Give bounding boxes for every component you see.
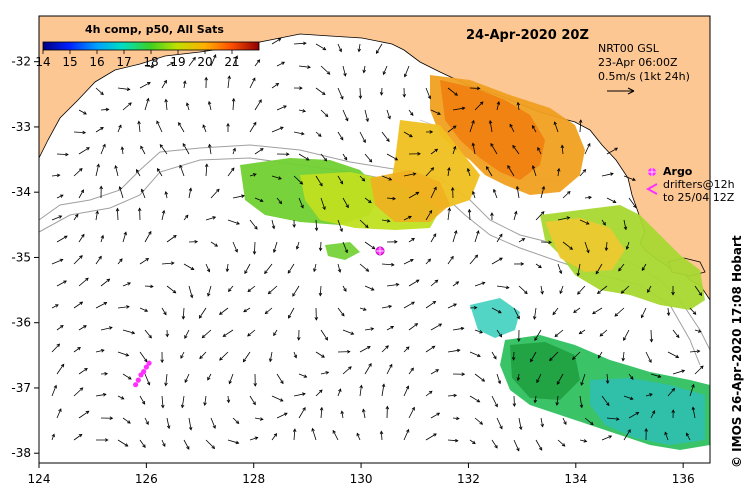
y-tick-label: -34 (11, 185, 31, 199)
drifter-legend-icon (645, 183, 658, 195)
y-tick-label: -36 (11, 316, 31, 330)
x-tick-label: 132 (457, 472, 480, 486)
drifter-position (143, 364, 149, 370)
map-title: 24-Apr-2020 20Z (466, 28, 589, 43)
drifter-legend-line1: drifters@12h (663, 178, 735, 191)
colorbar-tick-label: 14 (35, 55, 50, 69)
colorbar-ticks: 14 15 16 17 18 19 20 21 (35, 50, 240, 69)
credit-text: © IMOS 26-Apr-2020 17:08 Hobart (730, 235, 744, 468)
x-tick-label: 136 (672, 472, 695, 486)
sst-patch-central-orange (370, 170, 450, 222)
current-info-scale: 0.5m/s (1kt 24h) (598, 70, 690, 83)
argo-legend-label: Argo (663, 165, 693, 178)
current-info-time: 23-Apr 06:00Z (598, 56, 678, 69)
current-scale-arrow (607, 87, 635, 95)
colorbar-tick-label: 15 (62, 55, 77, 69)
current-vector-field (51, 38, 704, 452)
y-tick-label: -38 (11, 446, 31, 460)
y-axis: -32 -33 -34 -35 -36 -37 -38 (11, 55, 39, 460)
y-tick-label: -35 (11, 250, 31, 264)
argo-legend-icon (648, 168, 656, 176)
legend: Argo drifters@12h to 25/04 12Z (645, 165, 735, 204)
x-tick-label: 126 (135, 472, 158, 486)
drifter-position (135, 377, 141, 383)
sst-patch-small-green (325, 242, 360, 260)
argo-float-marker (375, 246, 385, 256)
plot-frame (38, 15, 711, 464)
colorbar-tick-label: 16 (89, 55, 104, 69)
drifter-legend-line2: to 25/04 12Z (663, 191, 735, 204)
map-plot-area (38, 15, 711, 464)
colorbar-tick-label: 19 (170, 55, 185, 69)
y-tick-label: -37 (11, 381, 31, 395)
x-axis: 124 126 128 130 132 134 136 (28, 463, 695, 486)
colorbar-tick-label: 20 (197, 55, 212, 69)
y-tick-label: -33 (11, 120, 31, 134)
drifter-position (133, 382, 139, 388)
sst-patch-south-darkgreen (510, 342, 580, 400)
sst-patch-east-yellow (545, 218, 625, 272)
colorbar-tick-label: 17 (116, 55, 131, 69)
x-tick-label: 124 (28, 472, 51, 486)
x-tick-label: 128 (242, 472, 265, 486)
y-tick-label: -32 (11, 55, 31, 69)
sst-patch-cyan-west (470, 298, 520, 338)
colorbar: 4h comp, p50, All Sats 14 15 16 17 18 19 20 21 (35, 23, 260, 69)
sst-patch-warm-core (440, 80, 545, 180)
drifter-track (133, 360, 152, 388)
current-scale-info: NRT00 GSL 23-Apr 06:00Z 0.5m/s (1kt 24h) (598, 42, 690, 95)
drifter-position (146, 360, 152, 366)
x-tick-label: 130 (350, 472, 373, 486)
colorbar-tick-label: 18 (143, 55, 158, 69)
current-info-model: NRT00 GSL (598, 42, 660, 55)
colorbar-tick-label: 21 (224, 55, 239, 69)
drifter-position (141, 369, 147, 375)
sst-patch-south-cyan (590, 378, 705, 445)
colorbar-gradient (42, 41, 260, 51)
x-tick-label: 134 (564, 472, 587, 486)
colorbar-title: 4h comp, p50, All Sats (85, 23, 224, 36)
sst-data-patches (240, 75, 710, 450)
